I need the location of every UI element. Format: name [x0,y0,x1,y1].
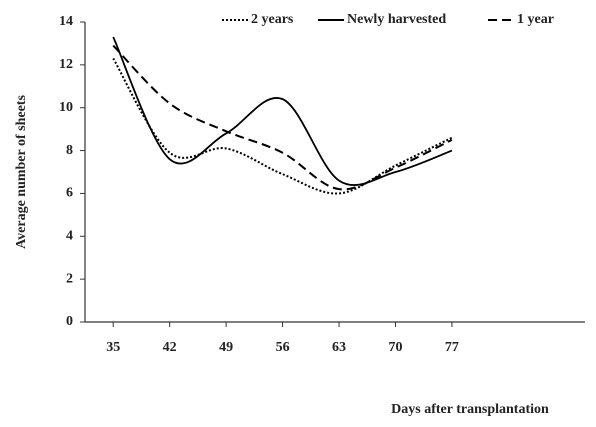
series-line [112,57,453,195]
series-line [112,36,453,186]
x-tick-label: 35 [106,340,120,355]
x-axis-title: Days after transplantation [391,402,549,417]
legend-label: 1 year [517,12,554,27]
y-axis-title: Average number of sheets [14,95,29,249]
y-tick-label: 0 [66,314,73,329]
x-tick-label: 63 [332,340,346,355]
legend-label: 2 years [251,12,294,27]
legend-label: Newly harvested [347,12,446,27]
x-tick-label: 49 [219,340,233,355]
y-tick-label: 12 [59,57,73,72]
x-tick-label: 42 [163,340,177,355]
y-tick-label: 2 [66,271,73,286]
y-tick-label: 6 [66,186,73,201]
x-tick-label: 77 [445,340,459,355]
y-tick-label: 10 [59,100,73,115]
y-tick-label: 14 [59,14,73,29]
x-tick-label: 70 [388,340,402,355]
y-tick-label: 4 [66,229,73,244]
y-tick-label: 8 [66,143,73,158]
x-tick-label: 56 [276,340,290,355]
series-line [112,44,453,191]
